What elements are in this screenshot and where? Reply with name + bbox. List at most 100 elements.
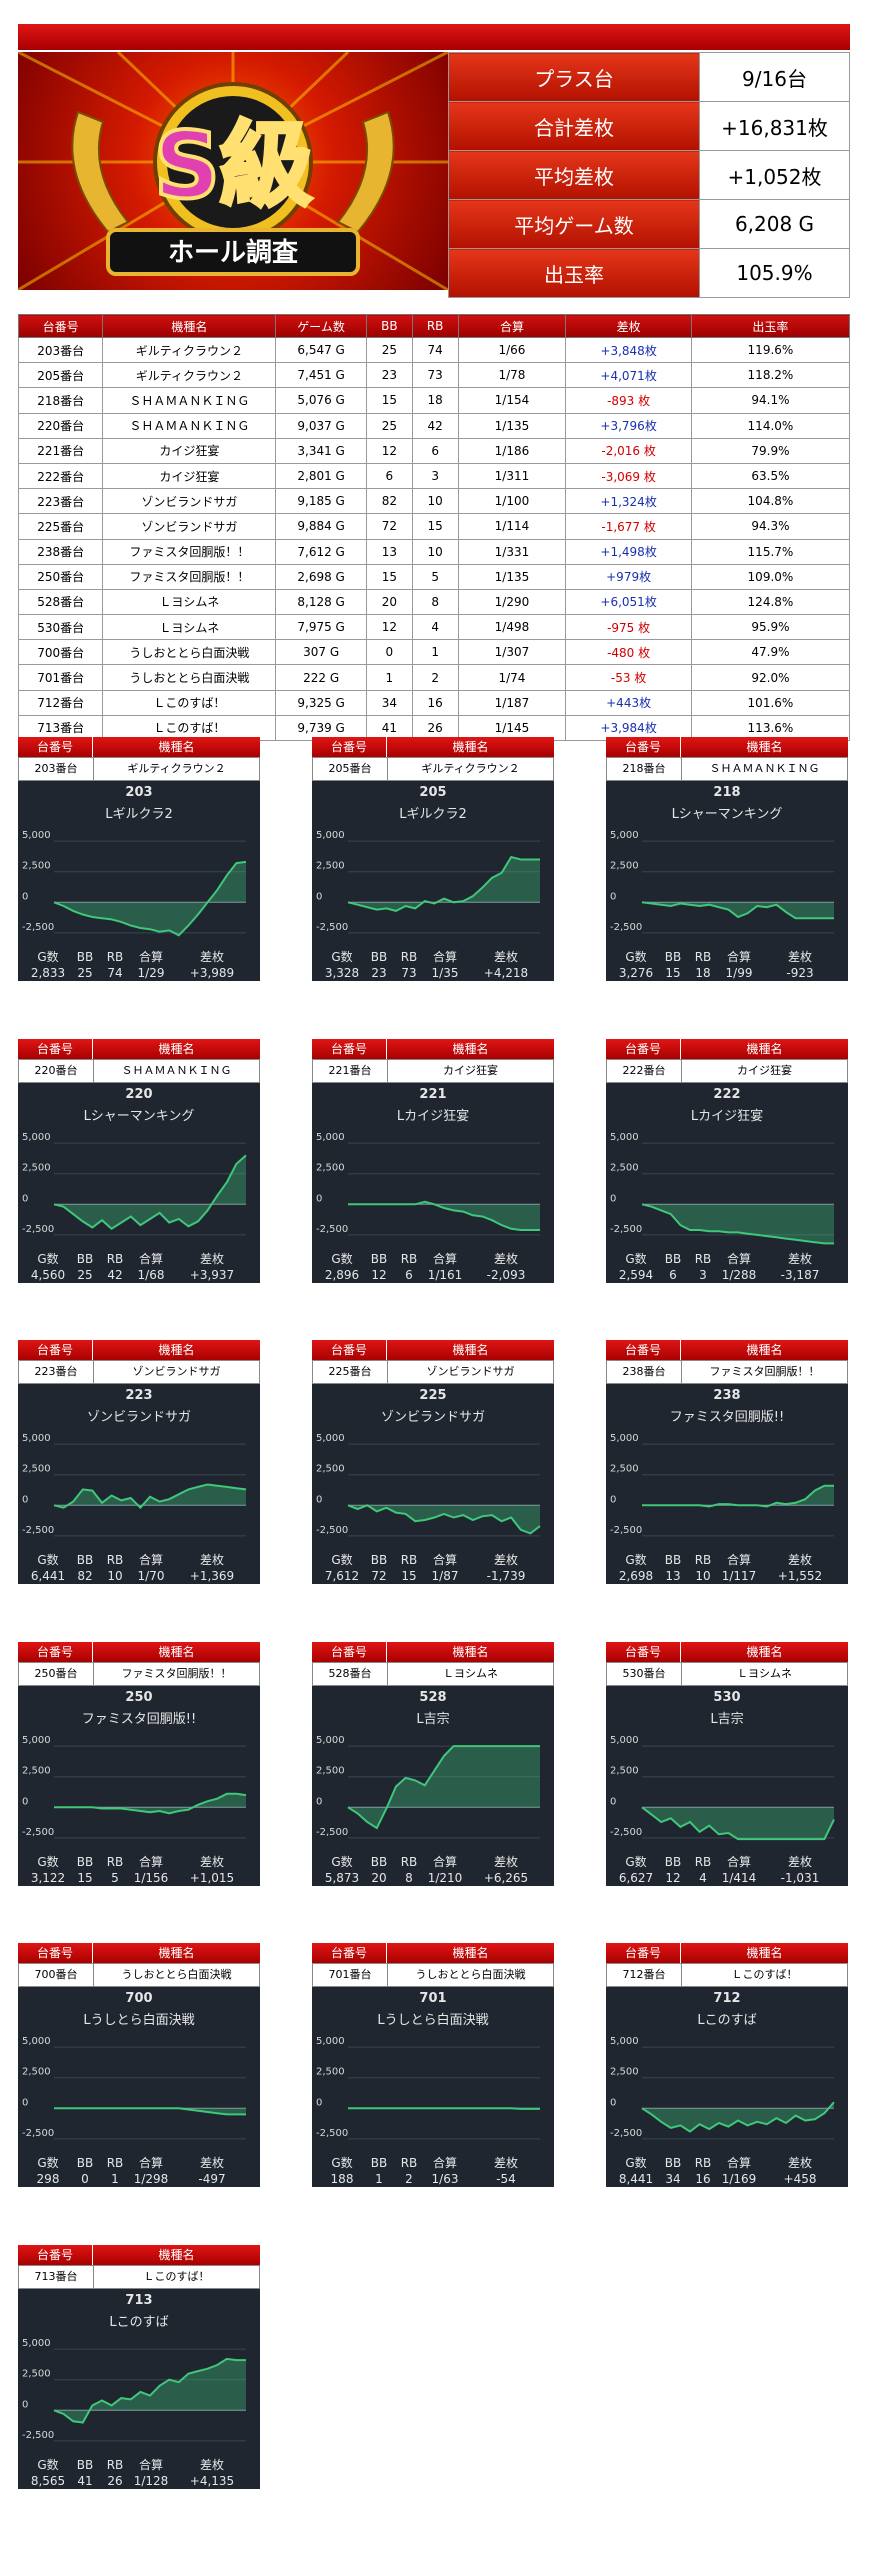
stat-label: G数 (625, 1855, 647, 1869)
card-subheader: 222番台 カイジ狂宴 (606, 1059, 848, 1083)
difference-area-chart: 5,000 2,500 0 -2,500 (22, 2036, 246, 2140)
stat-comb: 合算 1/70 (130, 1552, 172, 1584)
chart-title: 528 (419, 1690, 447, 1705)
card-machine-no: 220番台 (19, 1060, 94, 1082)
y-tick-label: 0 (610, 891, 616, 902)
stat-value: 1/156 (133, 1871, 169, 1885)
cell-games: 7,612 G (275, 538, 367, 565)
stat-label: 差枚 (493, 1252, 518, 1266)
cell-machine: Ｌこのすば！ (102, 689, 277, 716)
stat-label: RB (400, 1252, 418, 1266)
stat-comb: 合算 1/298 (130, 2155, 172, 2187)
y-tick-label: -2,500 (610, 2128, 642, 2139)
cell-rate: 101.6% (690, 689, 851, 716)
card-stats: G数 6,627 BB 12 RB 4 合算 1/414 差枚 -1,031 (614, 1854, 840, 1886)
y-tick-label: 5,000 (610, 1735, 639, 1746)
y-tick-label: 2,500 (316, 861, 345, 872)
stat-value: 10 (695, 1569, 711, 1583)
cell-rate: 109.0% (690, 563, 851, 590)
stat-value: 1/63 (431, 2172, 459, 2186)
cell-games: 3,341 G (275, 437, 367, 464)
graph-panel: 712 Lこのすば 5,000 2,500 0 -2,500 G数 8,441 BB 34 RB 16… (606, 1987, 848, 2187)
stat-value: 6,627 (618, 1871, 654, 1885)
stat-value: 1/169 (721, 2172, 757, 2186)
y-tick-label: 2,500 (610, 1766, 639, 1777)
cell-no: 218番台 (17, 387, 104, 414)
stat-value: +4,218 (483, 966, 529, 980)
difference-area-chart: 5,000 2,500 0 -2,500 (316, 1433, 541, 1537)
series-area (642, 1807, 834, 1840)
card-subheader: 220番台 ＳＨＡＭＡＮＫＩＮＧ (18, 1059, 260, 1083)
card-machine-name: ギルティクラウン２ (421, 762, 520, 775)
graph-panel: 222 Lカイジ狂宴 5,000 2,500 0 -2,500 G数 2,594 BB 6 RB 3 合… (606, 1083, 848, 1283)
chart-title: 250 (125, 1690, 153, 1705)
stat-value: -923 (786, 966, 814, 980)
card-header: 台番号 機種名 (606, 737, 848, 757)
chart-title: 205 (419, 785, 447, 800)
series-line (348, 2107, 540, 2110)
series-area (642, 1485, 834, 1507)
y-tick-label: 5,000 (610, 1433, 639, 1444)
difference-area-chart: 5,000 2,500 0 -2,500 (610, 2036, 835, 2140)
column-header: ゲーム数 (275, 314, 367, 338)
cell-rb: 18 (411, 387, 459, 414)
y-tick-label: 2,500 (22, 1766, 51, 1777)
table-row: 205番台 ギルティクラウン２ 7,451 G 23 73 1/78 +4,071枚 118.… (17, 362, 851, 389)
stat-value: 74 (107, 966, 123, 980)
stat-value: 2,896 (324, 1268, 360, 1282)
stat-label: G数 (331, 1252, 353, 1266)
difference-area-chart: 5,000 2,500 0 -2,500 (610, 1735, 835, 1841)
card-stats: G数 7,612 BB 72 RB 15 合算 1/87 差枚 -1,739 (320, 1552, 546, 1584)
stat-bb: BB 20 (364, 1854, 394, 1886)
series-area (642, 902, 834, 919)
card-subheader: 221番台 カイジ狂宴 (312, 1059, 554, 1083)
stat-label: G数 (331, 2156, 353, 2170)
stat-value: +1,552 (777, 1569, 823, 1583)
stat-label: RB (400, 2156, 418, 2170)
logo-s-class: S級 (154, 112, 312, 219)
stat-label: RB (400, 1553, 418, 1567)
stat-label: 合算 (726, 950, 751, 964)
stat-label: BB (76, 2156, 94, 2170)
card-stats: G数 3,122 BB 15 RB 5 合算 1/156 差枚 +1,015 (26, 1854, 252, 1886)
y-tick-label: 5,000 (316, 1735, 345, 1746)
stat-label: BB (664, 1553, 682, 1567)
stat-g: G数 298 (26, 2155, 70, 2187)
stat-label: 合算 (138, 1553, 163, 1567)
table-row: 712番台 Ｌこのすば！ 9,325 G 34 16 1/187 +443枚 101.6% (17, 689, 851, 716)
stat-diff: 差枚 +3,989 (172, 949, 252, 981)
stat-comb: 合算 1/117 (718, 1552, 760, 1584)
cell-bb: 12 (365, 437, 413, 464)
y-tick-label: 5,000 (22, 1433, 51, 1444)
card-subheader: 713番台 Ｌこのすば！ (18, 2265, 260, 2289)
graph-panel: 713 Lこのすば 5,000 2,500 0 -2,500 G数 8,565 BB 41 RB 26… (18, 2289, 260, 2489)
stat-label: BB (370, 1855, 388, 1869)
stat-diff: 差枚 +6,265 (466, 1854, 546, 1886)
cell-rb: 5 (411, 563, 459, 590)
cell-combined: 1/154 (457, 387, 567, 414)
stat-g: G数 7,612 (320, 1552, 364, 1584)
stat-bb: BB 13 (658, 1552, 688, 1584)
stat-label: 差枚 (493, 2156, 518, 2170)
stat-g: G数 2,896 (320, 1251, 364, 1283)
summary-row: 合計差枚 +16,831枚 (448, 101, 850, 151)
stat-value: 1/87 (431, 1569, 459, 1583)
cell-games: 9,325 G (275, 689, 367, 716)
card-stats: G数 2,896 BB 12 RB 6 合算 1/161 差枚 -2,093 (320, 1251, 546, 1283)
banner-artwork: S級 ホール調査 (18, 52, 448, 290)
cell-combined: 1/100 (457, 488, 567, 515)
chart-subtitle: Lうしとら白面決戦 (83, 2013, 195, 2028)
series-area (54, 1793, 246, 1814)
column-header: 合算 (457, 314, 567, 338)
stat-g: G数 5,873 (320, 1854, 364, 1886)
y-tick-label: 0 (316, 2097, 322, 2108)
stat-label: G数 (37, 950, 59, 964)
y-tick-label: -2,500 (316, 1827, 348, 1838)
stat-rb: RB 8 (394, 1854, 424, 1886)
card-header: 台番号 機種名 (312, 737, 554, 757)
summary-value: 105.9% (699, 248, 850, 298)
cell-rb: 16 (411, 689, 459, 716)
stat-value: +3,989 (189, 966, 235, 980)
cell-bb: 72 (365, 513, 413, 540)
cell-rb: 74 (411, 336, 459, 364)
